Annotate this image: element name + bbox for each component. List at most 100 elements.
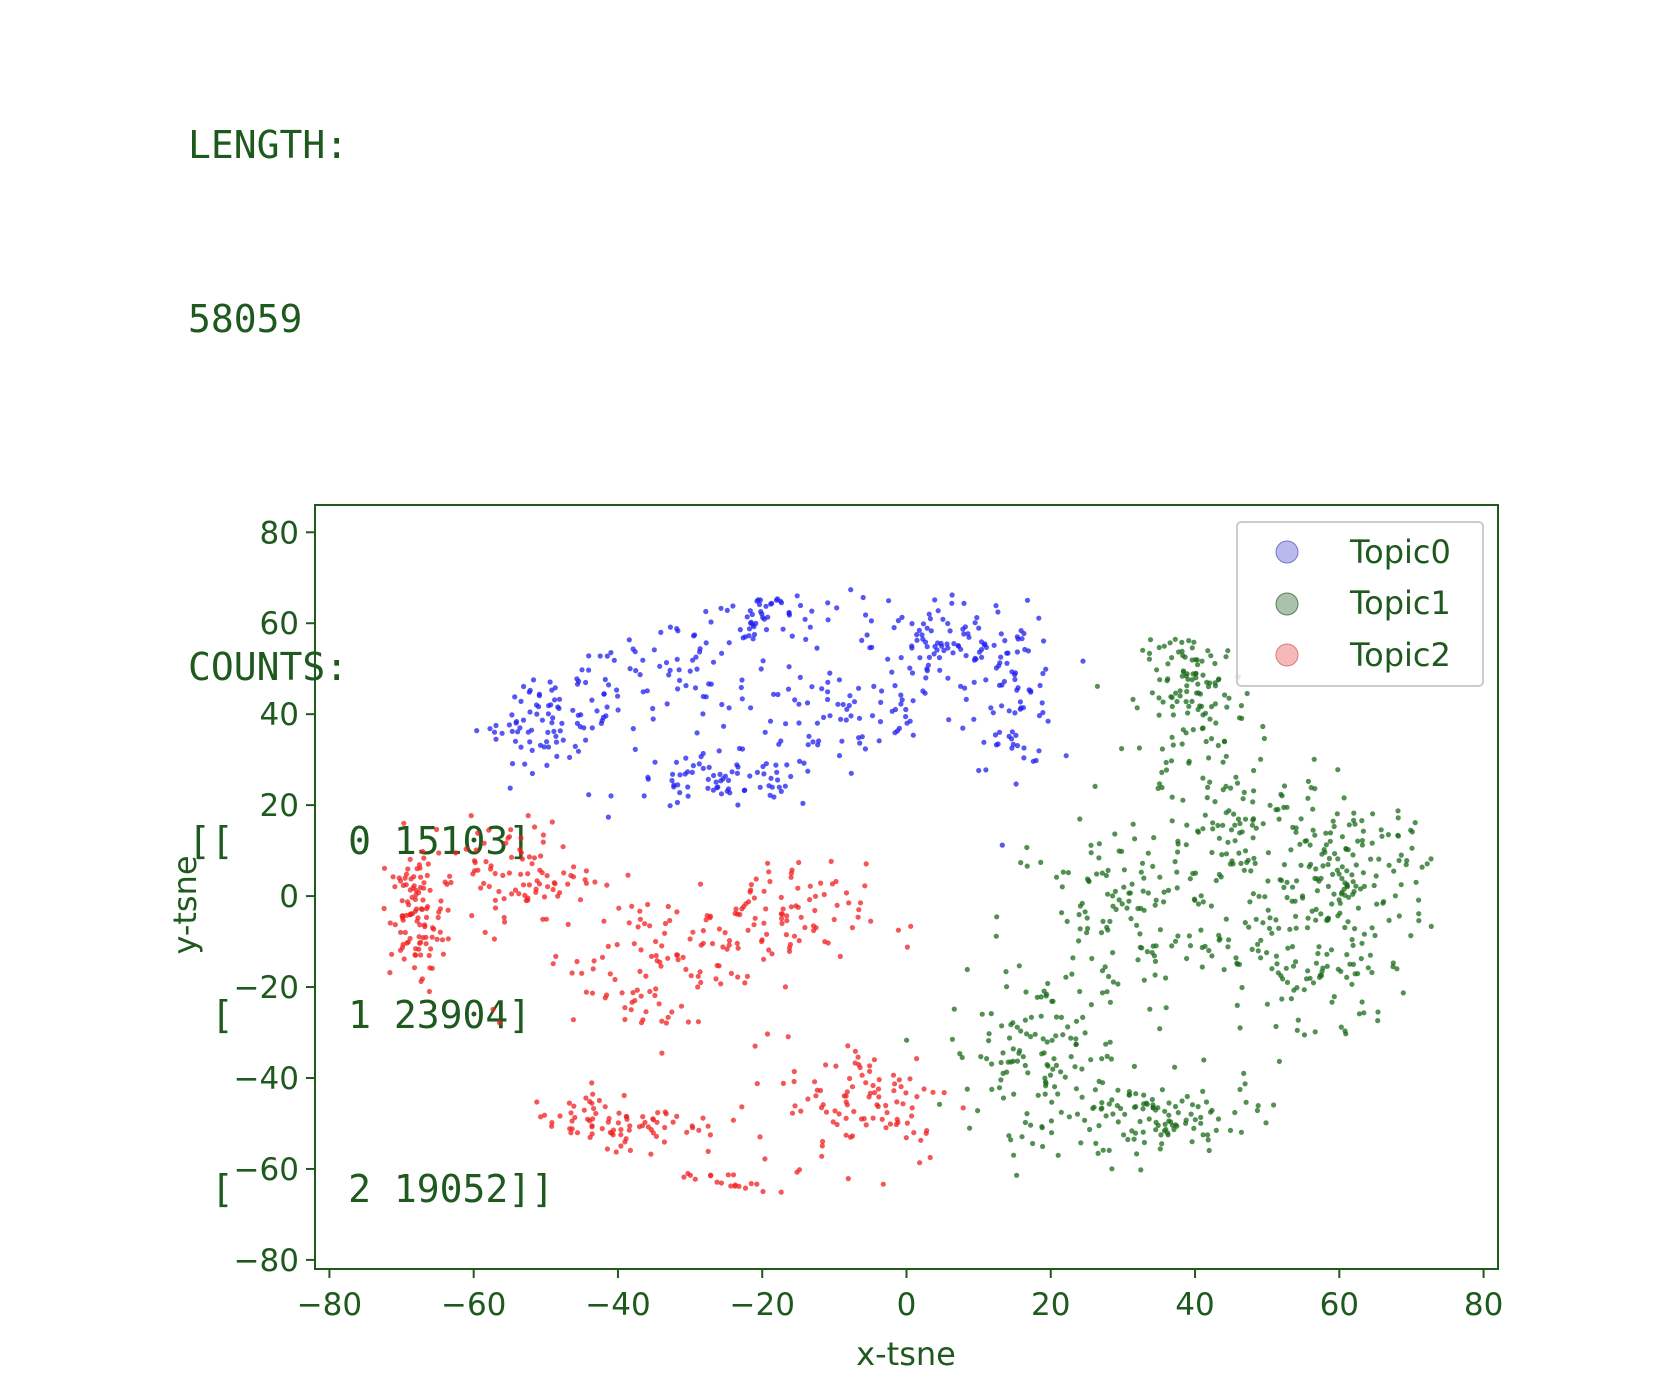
scatter-point [805, 742, 811, 748]
scatter-point [923, 675, 929, 681]
scatter-point [903, 714, 909, 720]
scatter-point [769, 784, 775, 790]
scatter-point [1030, 758, 1036, 764]
scatter-point [491, 729, 498, 735]
scatter-point [1110, 903, 1116, 909]
scatter-point [381, 865, 388, 871]
scatter-point [1342, 924, 1348, 931]
scatter-point [1190, 727, 1196, 733]
counts-row-0: [[ 0 15103] [188, 819, 532, 863]
scatter-point [1258, 756, 1264, 762]
y-tick-label: 20 [260, 788, 299, 824]
scatter-point [538, 1114, 544, 1120]
scatter-point [1011, 1091, 1017, 1097]
scatter-point [903, 706, 909, 713]
scatter-point [1334, 867, 1340, 873]
scatter-point [534, 711, 540, 717]
scatter-point [700, 765, 706, 772]
scatter-point [1249, 822, 1255, 828]
scatter-point [1205, 784, 1211, 791]
scatter-point [754, 1081, 760, 1087]
scatter-point [486, 827, 492, 833]
scatter-point [1085, 925, 1091, 932]
scatter-point [825, 617, 831, 623]
x-tick-label: 40 [1175, 1287, 1214, 1323]
scatter-point [1298, 862, 1304, 868]
scatter-point [745, 927, 751, 933]
scatter-point [1076, 912, 1082, 918]
scatter-point [1162, 1121, 1168, 1127]
scatter-point [1409, 845, 1415, 851]
scatter-point [796, 859, 802, 866]
scatter-point [525, 813, 531, 819]
scatter-point [1198, 1120, 1204, 1126]
scatter-point [834, 605, 840, 611]
scatter-point [716, 963, 722, 969]
scatter-point [1166, 1112, 1172, 1118]
scatter-point [1276, 925, 1282, 931]
legend-label-topic1: Topic1 [1349, 584, 1451, 622]
scatter-point [706, 764, 712, 771]
scatter-point [1082, 1030, 1088, 1036]
scatter-point [718, 981, 724, 987]
scatter-point [515, 729, 521, 735]
scatter-point [502, 919, 508, 925]
scatter-point [889, 669, 895, 675]
scatter-point [1242, 848, 1249, 854]
scatter-point [403, 871, 410, 877]
scatter-point [1073, 1018, 1080, 1024]
scatter-point [1339, 864, 1345, 870]
scatter-point [1369, 840, 1375, 846]
x-tick-label: −60 [441, 1287, 506, 1323]
scatter-point [805, 1096, 811, 1102]
scatter-point [892, 1081, 898, 1087]
scatter-point [914, 1094, 920, 1100]
scatter-point [1390, 964, 1396, 970]
scatter-point [1152, 958, 1159, 965]
scatter-point [387, 970, 393, 976]
scatter-point [1145, 890, 1151, 896]
scatter-point [776, 741, 782, 747]
scatter-point [903, 1090, 909, 1096]
y-tick-label: −60 [234, 1152, 299, 1188]
scatter-point [845, 1043, 851, 1049]
scatter-point [1216, 871, 1222, 878]
scatter-point [1395, 808, 1401, 814]
scatter-point [1132, 1130, 1139, 1136]
scatter-point [1113, 906, 1119, 913]
scatter-point [698, 979, 704, 986]
scatter-point [794, 593, 800, 599]
scatter-point [732, 1183, 738, 1189]
scatter-point [1162, 1108, 1168, 1114]
scatter-point [890, 1072, 897, 1078]
scatter-point [544, 762, 550, 769]
scatter-point [592, 879, 598, 885]
scatter-point [762, 729, 768, 735]
scatter-point [1092, 1087, 1098, 1093]
scatter-point [513, 720, 519, 726]
scatter-point [1024, 1031, 1030, 1037]
scatter-point [934, 647, 940, 653]
scatter-point [1349, 937, 1355, 943]
scatter-point [1312, 1029, 1318, 1035]
scatter-point [803, 636, 809, 643]
scatter-point [500, 872, 506, 879]
scatter-point [1045, 718, 1051, 724]
scatter-point [523, 897, 529, 904]
scatter-point [1174, 885, 1180, 891]
scatter-point [1392, 893, 1398, 899]
scatter-point [859, 734, 865, 740]
scatter-point [719, 650, 725, 656]
scatter-point [876, 1077, 882, 1083]
scatter-point [1208, 903, 1214, 909]
scatter-point [879, 688, 885, 694]
scatter-point [778, 911, 784, 917]
scatter-point [1161, 643, 1167, 649]
scatter-point [591, 1105, 597, 1112]
scatter-point [998, 1077, 1004, 1083]
scatter-point [425, 904, 431, 910]
scatter-point [674, 909, 680, 915]
scatter-point [1048, 1118, 1054, 1124]
scatter-point [998, 1059, 1004, 1066]
scatter-point [941, 647, 947, 654]
